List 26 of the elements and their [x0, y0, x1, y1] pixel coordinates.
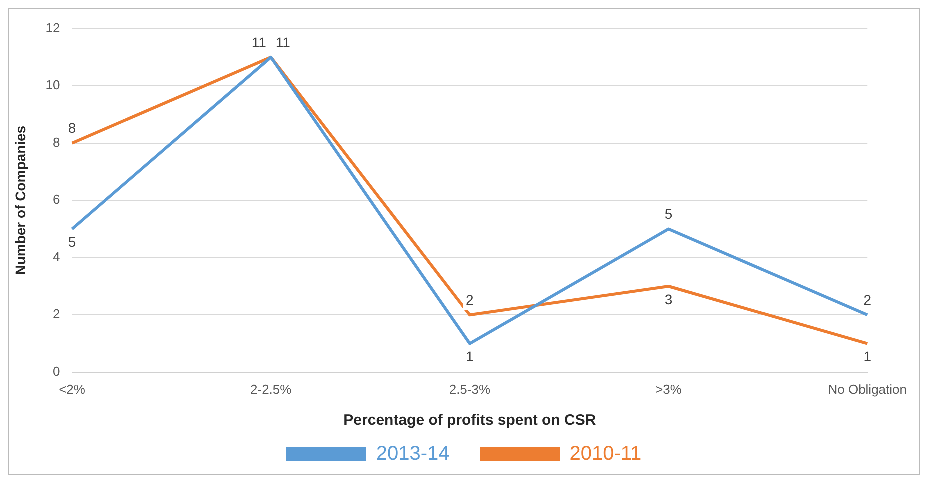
- x-tick-label: No Obligation: [828, 382, 908, 397]
- y-tick-label: 2: [53, 306, 60, 322]
- data-label: 1: [466, 348, 474, 365]
- data-label: 1: [864, 348, 872, 365]
- x-tick-label: <2%: [59, 382, 86, 397]
- legend-label: 2010-11: [570, 442, 642, 466]
- data-label: 2: [864, 292, 872, 308]
- y-tick-label: 8: [53, 134, 60, 150]
- data-label: 11: [276, 34, 291, 50]
- legend-label: 2013-14: [376, 442, 450, 466]
- data-label: 5: [68, 234, 76, 250]
- y-tick-label: 0: [53, 364, 60, 379]
- data-label: 11: [252, 34, 267, 50]
- data-label: 5: [664, 206, 673, 222]
- data-label: 3: [664, 291, 673, 308]
- data-label: 8: [68, 120, 76, 136]
- x-axis-title: Percentage of profits spent on CSR: [344, 412, 596, 430]
- data-label: 2: [466, 292, 474, 308]
- y-tick-label: 12: [46, 20, 60, 36]
- x-tick-label: 2-2.5%: [250, 382, 292, 397]
- y-tick-label: 4: [53, 249, 60, 264]
- x-tick-label: >3%: [656, 382, 682, 397]
- y-tick-label: 10: [46, 78, 60, 93]
- y-tick-label: 6: [53, 192, 60, 208]
- y-axis-title: Number of Companies: [12, 126, 28, 276]
- x-tick-label: 2.5-3%: [449, 382, 491, 397]
